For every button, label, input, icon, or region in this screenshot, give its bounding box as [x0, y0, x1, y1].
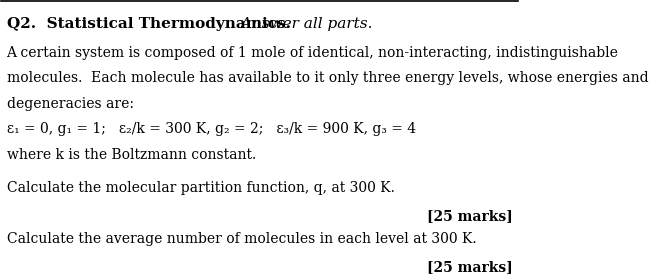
- Text: Q2.  Statistical Thermodynamics.: Q2. Statistical Thermodynamics.: [7, 17, 290, 31]
- Text: molecules.  Each molecule has available to it only three energy levels, whose en: molecules. Each molecule has available t…: [7, 72, 648, 85]
- Text: Calculate the average number of molecules in each level at 300 K.: Calculate the average number of molecule…: [7, 232, 476, 246]
- Text: [25 marks]: [25 marks]: [427, 209, 513, 223]
- Text: Answer all parts.: Answer all parts.: [237, 17, 373, 31]
- Text: Calculate the molecular partition function, q, at 300 K.: Calculate the molecular partition functi…: [7, 181, 394, 195]
- Text: degeneracies are:: degeneracies are:: [7, 97, 133, 111]
- Text: ε₁ = 0, g₁ = 1;   ε₂/k = 300 K, g₂ = 2;   ε₃/k = 900 K, g₃ = 4: ε₁ = 0, g₁ = 1; ε₂/k = 300 K, g₂ = 2; ε₃…: [7, 122, 416, 136]
- Text: A certain system is composed of 1 mole of identical, non-interacting, indistingu: A certain system is composed of 1 mole o…: [7, 46, 618, 60]
- Text: [25 marks]: [25 marks]: [427, 261, 513, 274]
- Text: where k is the Boltzmann constant.: where k is the Boltzmann constant.: [7, 148, 256, 162]
